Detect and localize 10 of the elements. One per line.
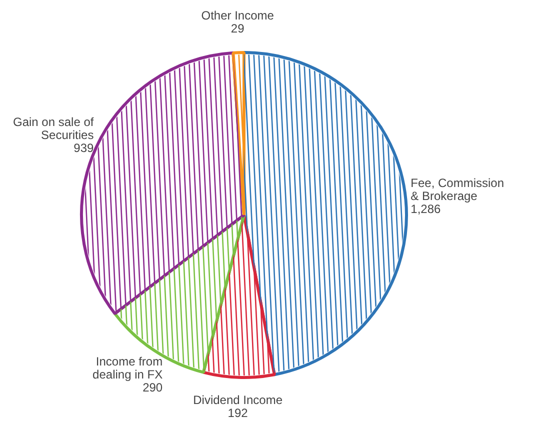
data-label: 29: [230, 21, 245, 36]
data-label: 192: [228, 406, 248, 420]
slice-label: Dividend Income: [193, 393, 283, 408]
slice-label: Gain on sale of Securities: [12, 114, 94, 142]
slice-label: Other Income: [201, 8, 274, 22]
data-label: 939: [74, 140, 94, 155]
slice-label: Income from dealing in FX: [92, 354, 163, 382]
data-label: 290: [142, 380, 163, 395]
data-label: 1,286: [410, 202, 442, 216]
slice-label: Fee, Commission & Brokerage: [410, 176, 504, 204]
